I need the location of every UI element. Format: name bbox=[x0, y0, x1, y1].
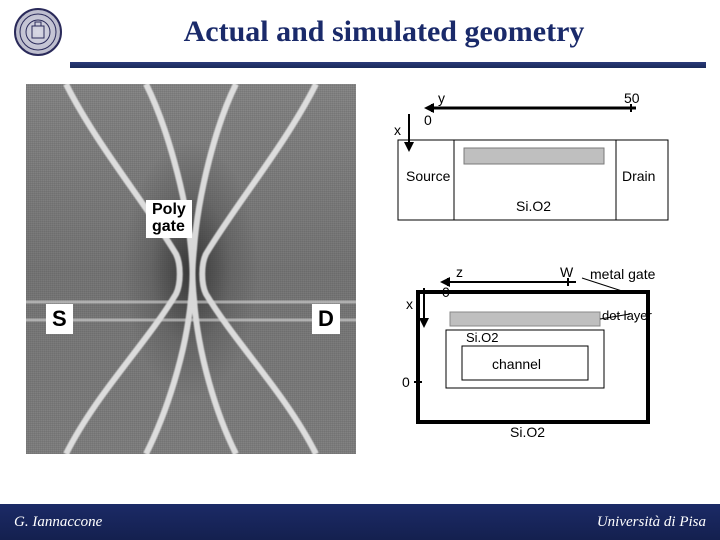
author-name: G. Iannaccone bbox=[14, 514, 102, 531]
y-axis-label: y bbox=[438, 90, 445, 106]
slide: Actual and simulated geometry Poly gate bbox=[0, 0, 720, 540]
cross-section-diagram: z 0 W x metal gate dot layer Si.O2 chann… bbox=[376, 264, 676, 444]
zero-tick-label: 0 bbox=[402, 374, 410, 390]
x-axis-label-top: x bbox=[394, 122, 401, 138]
z-axis-label: z bbox=[456, 264, 463, 280]
poly-text-1: Poly bbox=[152, 201, 186, 218]
channel-label: channel bbox=[492, 356, 541, 372]
poly-gate-label: Poly gate bbox=[146, 200, 192, 238]
sio2-label-top: Si.O2 bbox=[516, 198, 551, 214]
y-origin-label: 0 bbox=[424, 112, 432, 128]
dot-layer-label: dot layer bbox=[602, 308, 652, 323]
sio2-lower-label: Si.O2 bbox=[510, 424, 545, 440]
diagrams-panel: y 0 50 x Source Drain Si.O2 bbox=[376, 84, 694, 504]
content-area: Poly gate S D y bbox=[0, 68, 720, 504]
source-text: Source bbox=[406, 168, 450, 184]
top-view-diagram: y 0 50 x Source Drain Si.O2 bbox=[376, 90, 676, 240]
x-axis-label-bot: x bbox=[406, 296, 413, 312]
sem-image-panel: Poly gate S D bbox=[26, 84, 356, 454]
w-label: W bbox=[560, 264, 573, 280]
drain-text: Drain bbox=[622, 168, 655, 184]
affiliation: Università di Pisa bbox=[597, 514, 706, 531]
drain-label: D bbox=[312, 304, 340, 334]
metal-gate-label: metal gate bbox=[590, 266, 655, 282]
sio2-upper-label: Si.O2 bbox=[466, 330, 499, 345]
source-label: S bbox=[46, 304, 73, 334]
footer: G. Iannaccone Università di Pisa bbox=[0, 504, 720, 540]
slide-title: Actual and simulated geometry bbox=[62, 15, 706, 49]
y-end-label: 50 bbox=[624, 90, 640, 106]
z-origin-label: 0 bbox=[442, 284, 450, 300]
sem-wires-overlay bbox=[26, 84, 356, 454]
poly-text-2: gate bbox=[152, 218, 185, 235]
title-row: Actual and simulated geometry bbox=[0, 8, 720, 56]
header: Actual and simulated geometry bbox=[0, 0, 720, 68]
university-seal-icon bbox=[14, 8, 62, 56]
